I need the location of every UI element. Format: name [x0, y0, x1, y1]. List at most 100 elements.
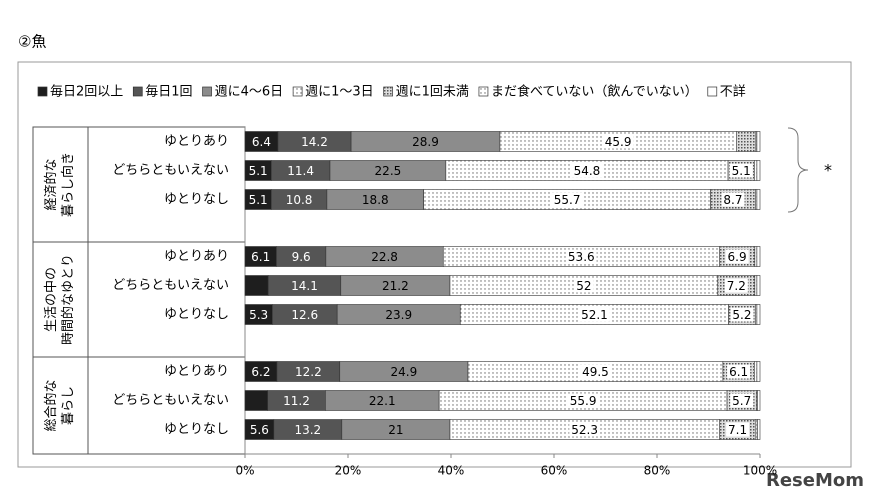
group-label: 経済的な	[43, 158, 59, 210]
value-label: 11.4	[287, 164, 314, 178]
category-label: ゆとりあり	[164, 249, 229, 264]
bar-segment	[754, 246, 758, 267]
category-label: どちらともいえない	[112, 393, 229, 408]
brace	[787, 127, 809, 213]
value-label-bg	[725, 249, 749, 264]
value-label-bg	[729, 163, 753, 178]
legend-swatch	[37, 86, 48, 97]
value-label: 22.8	[371, 250, 398, 264]
category-label: ゆとりなし	[164, 307, 229, 322]
legend-swatch	[707, 86, 718, 97]
value-label: 8.7	[723, 193, 742, 207]
value-label: 10.8	[286, 193, 313, 207]
bar-segment	[754, 160, 758, 181]
value-label: 52.3	[571, 423, 598, 437]
bar-segment	[756, 304, 761, 325]
legend-label: 週に1～3日	[305, 85, 374, 100]
frame	[17, 61, 852, 468]
category-label: ゆとりなし	[164, 192, 229, 207]
value-label: 54.8	[574, 164, 601, 178]
value-label-bg	[569, 422, 601, 437]
value-label-bg	[602, 134, 634, 149]
value-label-bg	[579, 307, 610, 322]
legend-swatch	[132, 86, 143, 97]
legend-swatch	[383, 86, 394, 97]
group-label: 生活の中の	[44, 267, 59, 332]
value-label-bg	[721, 192, 745, 207]
value-label: 13.2	[294, 423, 321, 437]
value-label: 5.6	[250, 423, 269, 437]
category-label: どちらともいえない	[112, 163, 229, 178]
group-label: 総合的な	[43, 379, 59, 431]
bar-segment	[757, 419, 761, 440]
bar-segment	[754, 361, 758, 382]
value-label-bg	[571, 163, 603, 178]
bar-segment	[244, 390, 268, 411]
legend-swatch	[292, 86, 303, 97]
group-label: 時間的なゆとり	[60, 254, 76, 345]
value-label: 23.9	[385, 308, 412, 322]
value-label-bg	[726, 422, 750, 437]
category-label: ゆとりあり	[164, 364, 229, 379]
group-label: 暮らし向き	[60, 152, 76, 217]
value-label-bg	[574, 278, 594, 293]
category-label: どちらともいえない	[112, 278, 229, 293]
category-label: ゆとりなし	[164, 422, 229, 437]
value-label: 52.1	[581, 308, 608, 322]
value-label: 9.6	[292, 250, 311, 264]
chart-title: ②魚	[18, 33, 46, 51]
category-label: ゆとりあり	[164, 134, 229, 149]
bar-segment	[756, 160, 761, 181]
bar-segment	[756, 361, 761, 382]
value-label: 6.1	[251, 250, 270, 264]
value-label: 14.1	[291, 279, 318, 293]
value-label: 11.2	[283, 394, 310, 408]
value-label: 45.9	[605, 135, 632, 149]
x-tick-label: 40%	[438, 464, 465, 478]
value-label-bg	[730, 307, 754, 322]
bar-segment	[754, 275, 758, 296]
value-label-bg	[727, 364, 751, 379]
value-label: 52	[576, 279, 591, 293]
value-label: 18.8	[362, 193, 389, 207]
watermark: ReseMom	[766, 470, 864, 491]
bar-segment	[757, 390, 761, 411]
value-label: 6.2	[251, 365, 270, 379]
value-label: 5.2	[732, 308, 751, 322]
value-label: 5.1	[732, 164, 751, 178]
value-label-bg	[565, 249, 597, 264]
value-label: 12.6	[291, 308, 318, 322]
x-tick-label: 100%	[743, 464, 777, 478]
group-label: 暮らし	[61, 386, 76, 425]
x-tick-label: 60%	[541, 464, 568, 478]
value-label-bg	[724, 278, 748, 293]
legend-label: 毎日1回	[145, 84, 192, 100]
value-label: 22.5	[375, 164, 402, 178]
value-label: 49.5	[582, 365, 609, 379]
value-label: 21	[388, 423, 403, 437]
value-label-bg	[567, 393, 599, 408]
bar-segment	[756, 275, 761, 296]
legend-swatch	[202, 86, 212, 97]
value-label: 7.2	[727, 279, 746, 293]
value-label: 55.9	[570, 394, 597, 408]
value-label: 22.1	[369, 394, 396, 408]
value-label: 28.9	[412, 135, 439, 149]
legend-label: 週に4～6日	[215, 85, 284, 100]
value-label: 6.4	[252, 135, 271, 149]
bar-segment	[756, 189, 761, 210]
value-label: 6.1	[729, 365, 748, 379]
value-label: 6.9	[728, 250, 747, 264]
bar-segment	[756, 246, 761, 267]
value-label: 21.2	[382, 279, 409, 293]
value-label: 5.1	[249, 193, 268, 207]
legend-swatch	[478, 86, 489, 97]
value-label: 55.7	[554, 193, 581, 207]
value-label-bg	[580, 364, 611, 379]
value-label: 7.1	[728, 423, 747, 437]
value-label: 12.2	[295, 365, 322, 379]
legend-label: 毎日2回以上	[50, 84, 123, 100]
value-label-bg	[551, 192, 583, 207]
bar-segment	[756, 131, 761, 152]
